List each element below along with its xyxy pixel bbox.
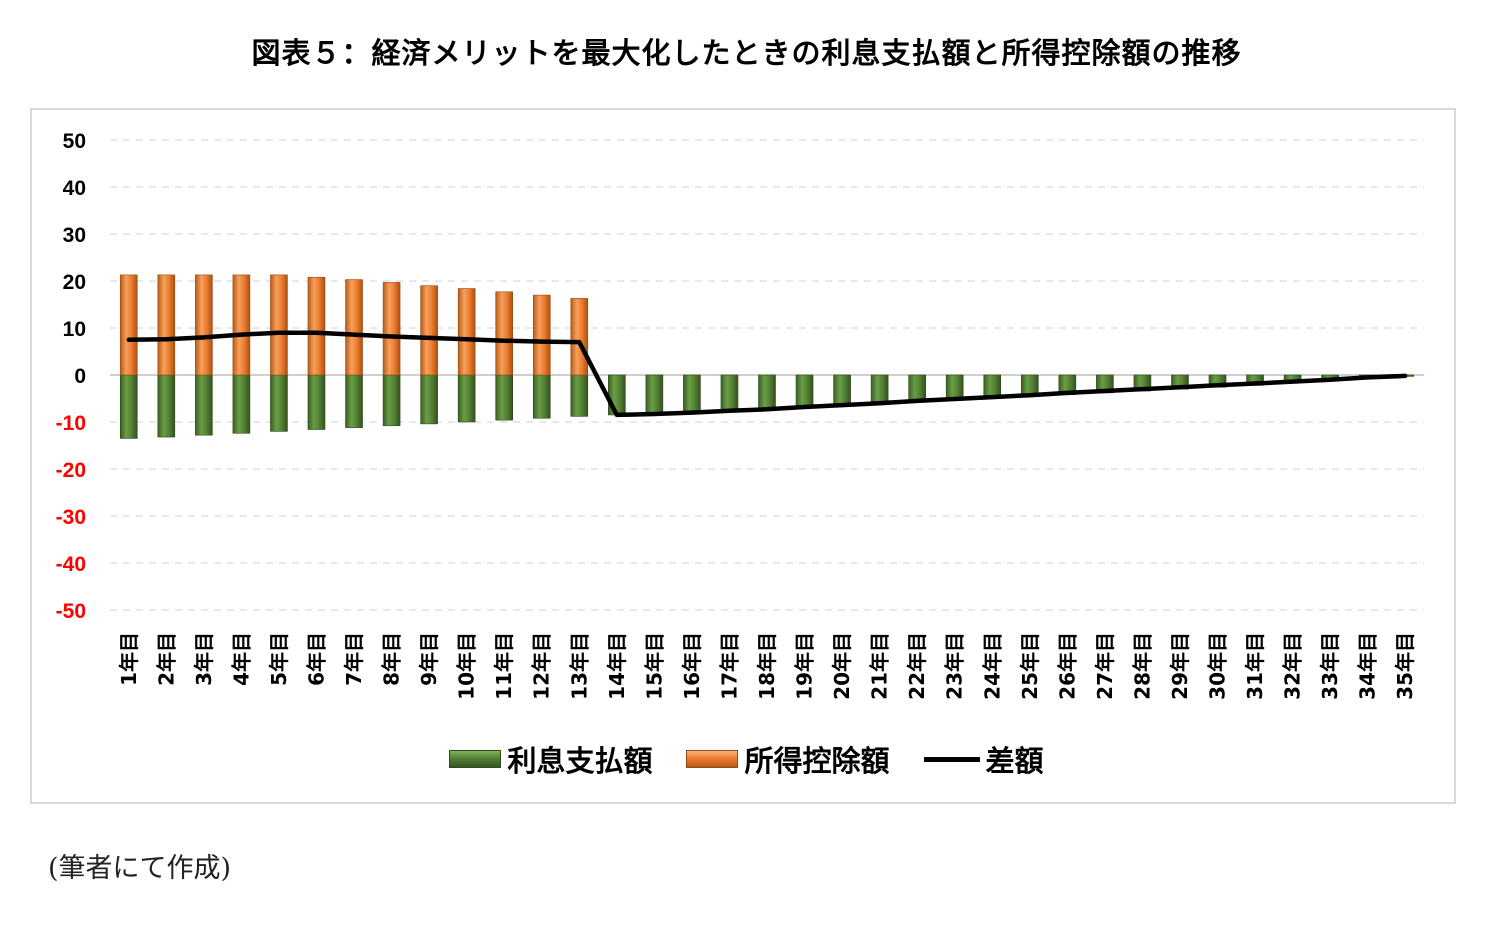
x-tick-label: 21年目 bbox=[868, 632, 892, 700]
bar-interest bbox=[270, 374, 288, 432]
x-tick-label: 23年目 bbox=[943, 632, 967, 700]
x-tick-label: 31年目 bbox=[1243, 632, 1267, 700]
x-tick-label: 19年目 bbox=[793, 632, 817, 700]
bar-deduction bbox=[457, 288, 476, 376]
legend-label-interest: 利息支払額 bbox=[507, 744, 653, 778]
bar-interest bbox=[307, 374, 326, 430]
x-tick-label: 29年目 bbox=[1168, 632, 1192, 700]
legend-swatch-interest bbox=[449, 750, 502, 768]
bar-interest bbox=[795, 374, 814, 409]
x-tick-label: 1年目 bbox=[117, 632, 141, 686]
legend-label-difference: 差額 bbox=[985, 744, 1044, 778]
x-tick-label: 26年目 bbox=[1055, 632, 1079, 700]
bar-interest bbox=[720, 374, 739, 412]
x-tick-label: 34年目 bbox=[1356, 632, 1380, 700]
y-tick-label: 50 bbox=[63, 130, 86, 153]
bar-deduction bbox=[195, 274, 213, 376]
y-tick-label: 40 bbox=[63, 177, 86, 200]
bar-interest bbox=[570, 374, 589, 417]
y-tick-label: -40 bbox=[56, 553, 86, 576]
bar-interest bbox=[495, 374, 514, 421]
x-tick-label: 20年目 bbox=[830, 632, 854, 700]
x-tick-label: 22年目 bbox=[905, 632, 929, 700]
bar-interest bbox=[683, 374, 701, 413]
line-difference bbox=[126, 330, 1408, 418]
x-tick-label: 2年目 bbox=[154, 632, 178, 686]
x-tick-label: 5年目 bbox=[267, 632, 291, 686]
legend-item-difference[interactable]: 差額 bbox=[923, 738, 1044, 780]
bar-interest bbox=[908, 374, 926, 403]
x-tick-label: 12年目 bbox=[530, 632, 554, 700]
bar-interest bbox=[195, 374, 213, 436]
y-tick-label: -20 bbox=[56, 459, 86, 482]
x-tick-label: 24年目 bbox=[980, 632, 1004, 700]
y-tick-label: 0 bbox=[74, 365, 86, 388]
bar-deduction bbox=[532, 294, 551, 376]
source-note: (筆者にて作成) bbox=[48, 853, 232, 884]
x-tick-label: 18年目 bbox=[755, 632, 779, 700]
y-tick-label: -50 bbox=[56, 600, 86, 623]
bar-interest bbox=[758, 374, 776, 410]
x-tick-label: 17年目 bbox=[718, 632, 742, 700]
chart-plot: 50 40 30 20 10 0 -10 -20 -30 -40 -50 1年目 2年目 3年目 4年目 5… bbox=[56, 130, 1424, 700]
bar-deduction bbox=[495, 291, 514, 376]
x-tick-label: 7年目 bbox=[342, 632, 366, 686]
legend-item-interest[interactable]: 利息支払額 bbox=[449, 738, 652, 780]
bar-interest bbox=[157, 374, 176, 438]
x-tick-label: 27年目 bbox=[1093, 632, 1117, 700]
bar-deduction bbox=[382, 282, 401, 376]
bar-interest bbox=[870, 374, 889, 405]
x-tick-label: 14年目 bbox=[605, 632, 629, 700]
bar-deduction bbox=[270, 274, 288, 376]
x-tick-label: 3年目 bbox=[192, 632, 216, 686]
bar-interest bbox=[420, 374, 438, 425]
x-tick-label: 10年目 bbox=[455, 632, 479, 700]
bar-deduction bbox=[345, 279, 363, 376]
y-tick-label: 20 bbox=[63, 271, 86, 294]
chart-frame bbox=[30, 108, 1456, 804]
bar-interest bbox=[232, 374, 251, 434]
bar-interest bbox=[645, 374, 664, 414]
x-tick-label: 9年目 bbox=[417, 632, 441, 686]
legend-swatch-deduction bbox=[686, 750, 739, 768]
x-tick-label: 11年目 bbox=[492, 632, 516, 700]
bar-deduction bbox=[570, 298, 589, 376]
y-tick-label: 10 bbox=[63, 318, 86, 341]
x-tick-label: 33年目 bbox=[1318, 632, 1342, 700]
x-tick-label: 6年目 bbox=[305, 632, 329, 686]
bar-interest bbox=[833, 374, 851, 407]
legend-item-deduction[interactable]: 所得控除額 bbox=[686, 738, 890, 780]
bar-interest bbox=[119, 374, 138, 439]
bar-interest bbox=[457, 374, 476, 423]
bar-deduction bbox=[307, 276, 326, 376]
bar-interest bbox=[345, 374, 363, 428]
bar-deduction bbox=[119, 274, 138, 376]
x-tick-label: 13年目 bbox=[567, 632, 591, 700]
x-tick-label: 28年目 bbox=[1130, 632, 1154, 700]
x-tick-label: 16年目 bbox=[680, 632, 704, 700]
bar-interest bbox=[608, 374, 626, 416]
bar-deduction bbox=[420, 285, 438, 376]
x-tick-label: 4年目 bbox=[229, 632, 253, 686]
x-tick-label: 25年目 bbox=[1018, 632, 1042, 700]
legend-label-deduction: 所得控除額 bbox=[744, 744, 890, 778]
bar-deduction bbox=[232, 274, 251, 376]
y-tick-label: -30 bbox=[56, 506, 86, 529]
bar-interest bbox=[532, 374, 551, 419]
x-tick-label: 30年目 bbox=[1206, 632, 1230, 700]
x-tick-label: 15年目 bbox=[642, 632, 666, 700]
y-tick-label: -10 bbox=[56, 412, 86, 435]
chart-legend: 利息支払額 所得控除額 差額 bbox=[0, 738, 1493, 780]
bar-deduction bbox=[157, 274, 176, 376]
x-tick-label: 32年目 bbox=[1281, 632, 1305, 700]
y-tick-label: 30 bbox=[63, 224, 86, 247]
chart-title: 図表５：経済メリットを最大化したときの利息支払額と所得控除額の推移 bbox=[251, 36, 1242, 70]
x-tick-label: 8年目 bbox=[380, 632, 404, 686]
x-tick-label: 35年目 bbox=[1393, 632, 1417, 700]
legend-swatch-difference bbox=[923, 756, 980, 762]
bar-interest bbox=[382, 374, 401, 427]
